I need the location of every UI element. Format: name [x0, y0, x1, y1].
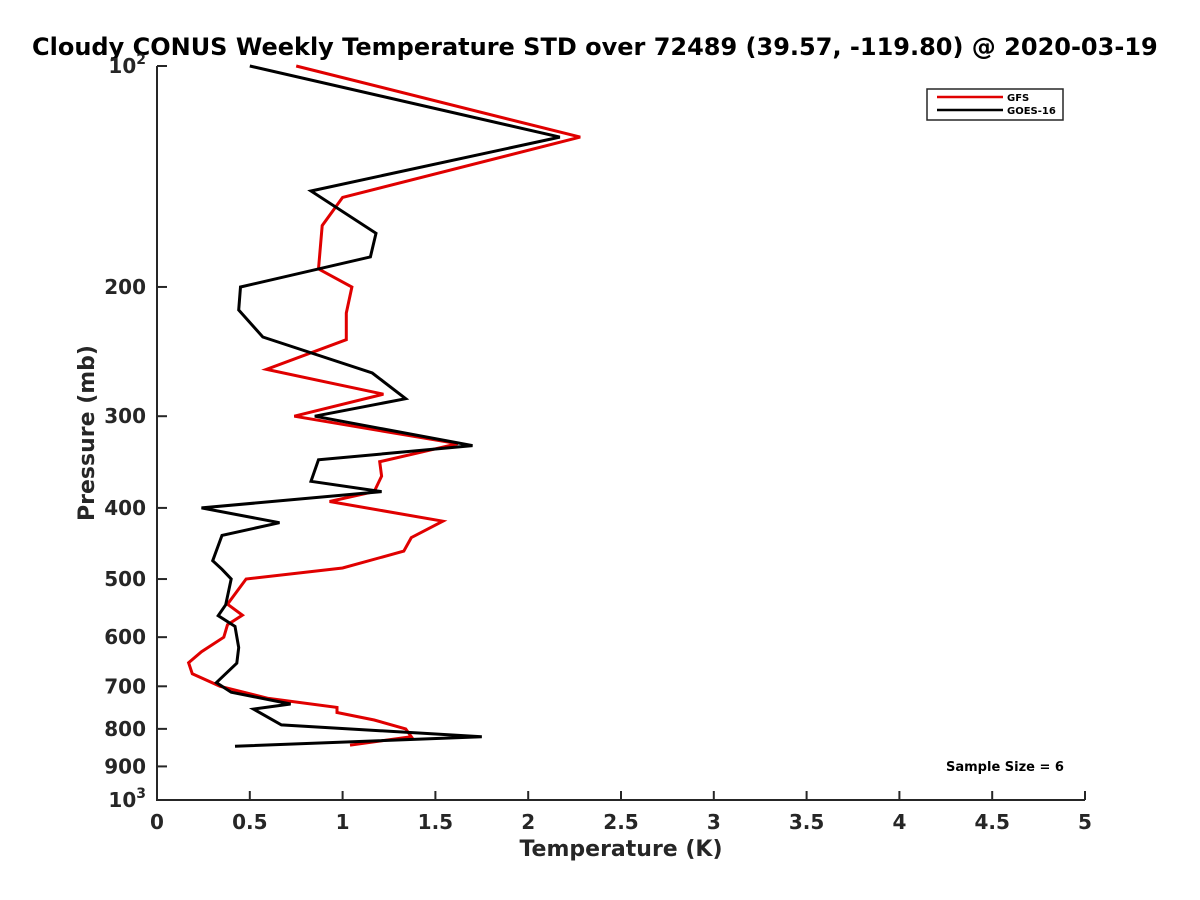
y-tick-label: 500 [104, 567, 146, 591]
x-tick-label: 2.5 [603, 810, 638, 834]
x-axis-label: Temperature (K) [519, 837, 722, 862]
y-tick-label: 102 [108, 52, 146, 78]
x-tick-label: 1 [336, 810, 350, 834]
legend-label-goes-16: GOES-16 [1007, 106, 1056, 117]
x-tick-label: 1.5 [418, 810, 453, 834]
y-ticks: 102 200 300 400 500 600 700 800 900 103 [104, 52, 167, 812]
y-tick-label: 400 [104, 496, 146, 520]
x-ticks: 0 0.5 1 1.5 2 2.5 3 3.5 4 4.5 5 [150, 791, 1092, 834]
chart-title: Cloudy CONUS Weekly Temperature STD over… [32, 33, 1158, 61]
y-tick-label: 300 [104, 404, 146, 428]
y-tick-label: 800 [104, 717, 146, 741]
x-tick-label: 3.5 [789, 810, 824, 834]
y-tick-label: 103 [108, 786, 146, 812]
axes [156, 66, 1085, 801]
x-tick-label: 0 [150, 810, 164, 834]
x-tick-label: 4 [892, 810, 906, 834]
x-tick-label: 3 [707, 810, 721, 834]
x-tick-label: 4.5 [974, 810, 1009, 834]
series-line-goes-16 [201, 64, 561, 748]
series-line-gfs [186, 64, 581, 747]
series-layer [186, 64, 581, 748]
legend-box [926, 88, 1064, 121]
legend-label-gfs: GFS [1007, 93, 1029, 104]
y-tick-label: 600 [104, 625, 146, 649]
y-tick-label: 700 [104, 674, 146, 698]
legend: GFS GOES-16 [926, 88, 1064, 121]
x-tick-label: 0.5 [232, 810, 267, 834]
y-tick-label: 200 [104, 275, 146, 299]
sample-size-annotation: Sample Size = 6 [946, 760, 1064, 775]
y-axis-label: Pressure (mb) [75, 345, 100, 521]
x-tick-label: 2 [521, 810, 535, 834]
y-tick-label: 900 [104, 754, 146, 778]
x-tick-label: 5 [1078, 810, 1092, 834]
